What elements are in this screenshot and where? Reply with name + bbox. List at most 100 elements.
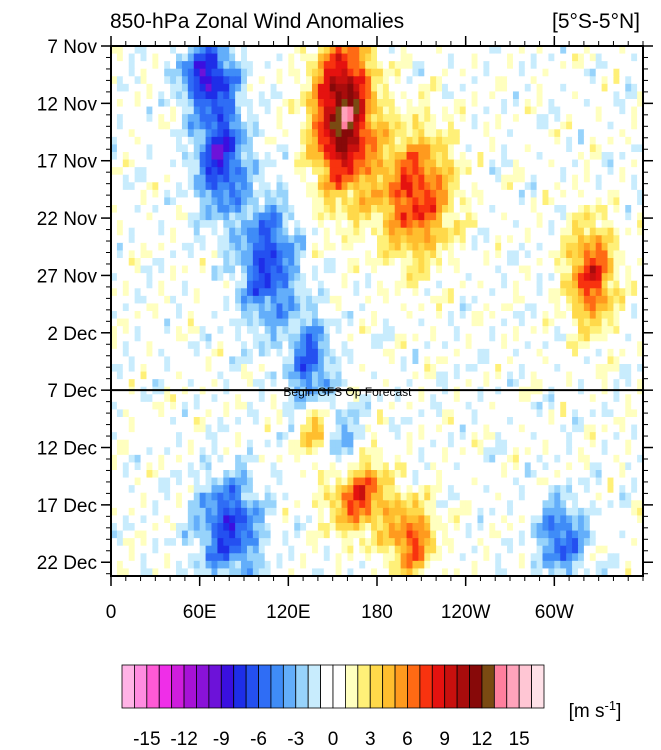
heatmap-cell xyxy=(264,432,272,441)
heatmap-cell xyxy=(524,182,532,191)
heatmap-cell xyxy=(122,417,130,426)
heatmap-cell xyxy=(264,333,272,342)
heatmap-cell xyxy=(270,136,278,146)
heatmap-cell xyxy=(430,303,437,312)
heatmap-cell xyxy=(140,68,148,77)
heatmap-cell xyxy=(524,311,532,320)
heatmap-cell xyxy=(583,424,591,433)
heatmap-cell xyxy=(388,401,396,411)
heatmap-cell xyxy=(246,174,254,183)
heatmap-cell xyxy=(495,333,502,342)
heatmap-cell xyxy=(217,121,224,130)
heatmap-cell xyxy=(241,454,248,464)
heatmap-cell xyxy=(282,212,289,221)
heatmap-cell xyxy=(170,326,177,335)
heatmap-cell xyxy=(619,106,626,115)
heatmap-cell xyxy=(128,197,136,206)
heatmap-cell xyxy=(282,394,289,403)
heatmap-cell xyxy=(507,242,514,252)
heatmap-cell xyxy=(341,258,349,267)
heatmap-cell xyxy=(246,341,254,350)
heatmap-cell xyxy=(554,205,561,214)
heatmap-cell xyxy=(335,189,343,199)
heatmap-cell xyxy=(217,273,224,282)
heatmap-cell xyxy=(264,220,272,229)
heatmap-cell xyxy=(447,121,455,130)
heatmap-cell xyxy=(607,182,615,191)
heatmap-cell xyxy=(542,417,550,426)
heatmap-cell xyxy=(613,318,620,327)
heatmap-cell xyxy=(158,242,165,252)
heatmap-cell xyxy=(306,46,313,55)
heatmap-cell xyxy=(371,333,378,342)
heatmap-cell xyxy=(270,212,278,221)
heatmap-cell xyxy=(589,280,597,289)
heatmap-cell xyxy=(388,356,396,365)
heatmap-cell xyxy=(453,258,461,267)
heatmap-cell xyxy=(235,76,242,85)
heatmap-cell xyxy=(353,144,360,153)
heatmap-cell xyxy=(276,227,284,236)
heatmap-cell xyxy=(406,409,414,418)
heatmap-cell xyxy=(241,68,248,77)
heatmap-cell xyxy=(554,432,561,441)
heatmap-cell xyxy=(619,182,626,191)
heatmap-cell xyxy=(430,189,437,199)
heatmap-cell xyxy=(572,76,579,85)
heatmap-cell xyxy=(211,68,218,77)
heatmap-cell xyxy=(164,242,171,252)
heatmap-cell xyxy=(483,68,490,77)
heatmap-cell xyxy=(317,189,325,199)
heatmap-cell xyxy=(205,462,213,471)
heatmap-cell xyxy=(589,333,597,342)
heatmap-cell xyxy=(300,129,307,138)
heatmap-cell xyxy=(152,189,159,199)
heatmap-cell xyxy=(512,46,520,55)
heatmap-cell xyxy=(176,356,183,365)
heatmap-cell xyxy=(507,326,514,335)
heatmap-cell xyxy=(577,212,585,221)
heatmap-cell xyxy=(187,106,195,115)
heatmap-cell xyxy=(601,401,609,411)
heatmap-cell xyxy=(235,227,242,236)
heatmap-cell xyxy=(536,53,544,62)
heatmap-cell xyxy=(406,227,414,236)
heatmap-cell xyxy=(252,326,260,335)
heatmap-cell xyxy=(601,189,609,199)
heatmap-cell xyxy=(489,454,496,464)
heatmap-cell xyxy=(258,136,266,146)
heatmap-cell xyxy=(631,295,638,305)
heatmap-cell xyxy=(495,432,502,441)
heatmap-cell xyxy=(436,174,443,183)
heatmap-cell xyxy=(353,258,360,267)
heatmap-cell xyxy=(146,121,153,130)
heatmap-cell xyxy=(217,205,224,214)
heatmap-cell xyxy=(223,454,230,464)
heatmap-cell xyxy=(536,311,544,320)
heatmap-cell xyxy=(607,341,615,350)
heatmap-cell xyxy=(152,68,159,77)
heatmap-cell xyxy=(359,394,366,403)
heatmap-cell xyxy=(512,454,520,464)
heatmap-cell xyxy=(193,76,201,85)
heatmap-cell xyxy=(258,258,266,267)
heatmap-cell xyxy=(554,159,561,168)
heatmap-cell xyxy=(436,447,443,456)
heatmap-cell xyxy=(246,280,254,289)
heatmap-cell xyxy=(619,174,626,183)
heatmap-cell xyxy=(116,189,124,199)
heatmap-cell xyxy=(306,114,313,123)
heatmap-cell xyxy=(447,182,455,191)
heatmap-cell xyxy=(116,159,124,168)
heatmap-cell xyxy=(572,394,579,403)
heatmap-cell xyxy=(501,167,508,176)
heatmap-cell xyxy=(465,76,473,85)
heatmap-cell xyxy=(430,288,437,297)
heatmap-cell xyxy=(335,432,343,441)
heatmap-cell xyxy=(181,99,189,108)
heatmap-cell xyxy=(501,205,508,214)
heatmap-cell xyxy=(276,394,284,403)
heatmap-cell xyxy=(211,242,218,252)
heatmap-cell xyxy=(536,303,544,312)
heatmap-cell xyxy=(536,106,544,115)
